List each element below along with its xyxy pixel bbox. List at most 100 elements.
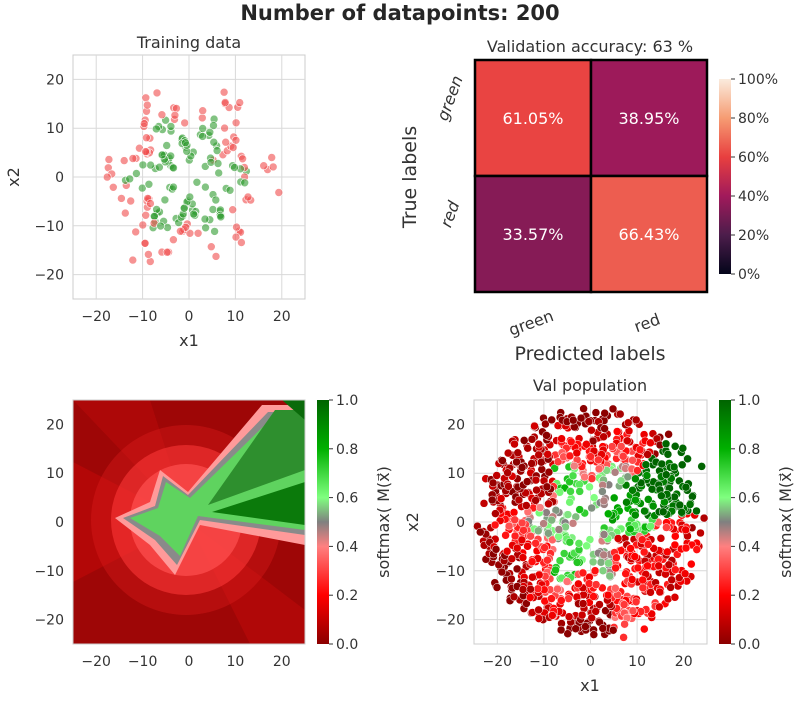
valpop-point xyxy=(669,462,679,472)
valpop-point xyxy=(523,542,532,551)
valpop-xtick-0: −20 xyxy=(483,654,513,670)
confusion-xcat-green: green xyxy=(506,306,556,340)
valpop-point xyxy=(585,482,594,492)
training-point xyxy=(213,159,223,168)
valpop-point xyxy=(491,545,501,554)
valpop-point xyxy=(564,612,574,621)
valpop-point xyxy=(623,472,633,482)
decision-colorbar-ticks: 0.0 0.2 0.4 0.6 0.8 1.0 xyxy=(329,393,358,653)
valpop-point xyxy=(510,531,520,541)
valpop-point xyxy=(571,624,580,633)
decision-ytick-2: 0 xyxy=(55,515,64,531)
valpop-point xyxy=(611,563,620,573)
training-ytick-2: 0 xyxy=(55,170,64,186)
valpop-xtick-2: 0 xyxy=(586,654,595,670)
valpop-point xyxy=(490,520,500,530)
training-point xyxy=(157,110,167,119)
valpop-point xyxy=(664,560,674,570)
valpop-point xyxy=(586,452,595,461)
training-point xyxy=(240,178,249,188)
valpop-colorbar-ticks: 0.0 0.2 0.4 0.6 0.8 1.0 xyxy=(731,393,760,653)
valpop-point xyxy=(565,497,574,507)
valpop-point xyxy=(683,454,692,464)
valpop-point xyxy=(572,558,582,567)
valpop-point xyxy=(504,482,513,491)
valpop-point xyxy=(591,580,601,589)
valpop-point xyxy=(509,592,519,602)
training-point xyxy=(138,183,147,193)
training-point xyxy=(231,136,241,145)
valpop-point xyxy=(613,534,623,543)
training-point xyxy=(198,113,207,123)
training-point xyxy=(141,93,151,103)
training-point xyxy=(138,160,148,170)
valpop-point xyxy=(580,472,589,482)
valpop-point xyxy=(502,547,512,556)
training-point xyxy=(216,212,226,222)
training-point xyxy=(128,154,138,163)
confusion-xlabel: Predicted labels xyxy=(514,343,665,365)
valpop-point xyxy=(626,524,635,534)
decision-colorbar-tick-4: 0.8 xyxy=(336,442,358,458)
decision-colorbar-tick-0: 0.0 xyxy=(336,637,358,653)
valpop-point xyxy=(628,456,637,465)
training-point xyxy=(221,137,230,147)
valpop-point xyxy=(531,475,541,485)
training-point xyxy=(126,196,135,206)
valpop-point xyxy=(543,450,552,459)
valpop-point xyxy=(595,600,604,609)
training-point xyxy=(225,186,235,195)
valpop-xtick-3: 10 xyxy=(628,654,646,670)
training-point xyxy=(128,255,138,265)
valpop-point xyxy=(564,594,573,603)
training-point xyxy=(201,182,210,192)
confusion-colorbar-tick-3: 60% xyxy=(738,150,769,166)
training-ytick-4: 20 xyxy=(46,72,64,88)
training-point xyxy=(169,235,178,244)
valpop-point xyxy=(639,547,649,557)
valpop-point xyxy=(588,436,598,446)
valpop-point xyxy=(492,471,501,480)
training-ticks: −20 −10 0 10 20 −20 −10 0 10 20 xyxy=(34,72,290,325)
training-point xyxy=(209,121,218,130)
confusion-cells: 61.05% 38.95% 33.57% 66.43% xyxy=(473,58,709,294)
valpop-point xyxy=(589,493,599,502)
valpop-colorbar xyxy=(719,400,731,644)
valpop-point xyxy=(661,439,671,449)
valpop-point xyxy=(497,567,507,577)
valpop-point xyxy=(618,452,628,461)
valpop-point xyxy=(534,605,543,615)
valpop-point xyxy=(623,418,633,428)
valpop-point xyxy=(657,491,666,501)
training-ylabel: x2 xyxy=(4,167,23,187)
valpop-point xyxy=(677,508,686,517)
valpop-point xyxy=(670,540,680,550)
valpop-point xyxy=(512,564,522,574)
training-point xyxy=(170,110,180,120)
training-point xyxy=(198,124,207,133)
confusion-colorbar xyxy=(719,79,731,274)
training-ytick-1: −10 xyxy=(34,219,64,235)
decision-ytick-0: −20 xyxy=(34,613,64,629)
confusion-colorbar-tick-0: 0% xyxy=(738,267,760,283)
valpop-point xyxy=(566,487,575,496)
confusion-colorbar-tick-5: 100% xyxy=(738,72,778,88)
valpop-point xyxy=(687,559,696,569)
valpop-point xyxy=(517,463,527,472)
training-point xyxy=(212,146,222,155)
valpop-point xyxy=(510,439,519,449)
valpop-point xyxy=(533,584,543,594)
training-point xyxy=(238,154,247,164)
valpop-point xyxy=(638,583,648,593)
valpop-point xyxy=(504,521,514,531)
valpop-point xyxy=(587,503,596,513)
training-point xyxy=(152,124,161,134)
training-point xyxy=(198,132,207,141)
training-point xyxy=(267,153,277,162)
confusion-ylabel: True labels xyxy=(399,126,421,229)
decision-ytick-1: −10 xyxy=(34,564,64,580)
valpop-point xyxy=(584,417,594,426)
valpop-point xyxy=(525,593,535,602)
